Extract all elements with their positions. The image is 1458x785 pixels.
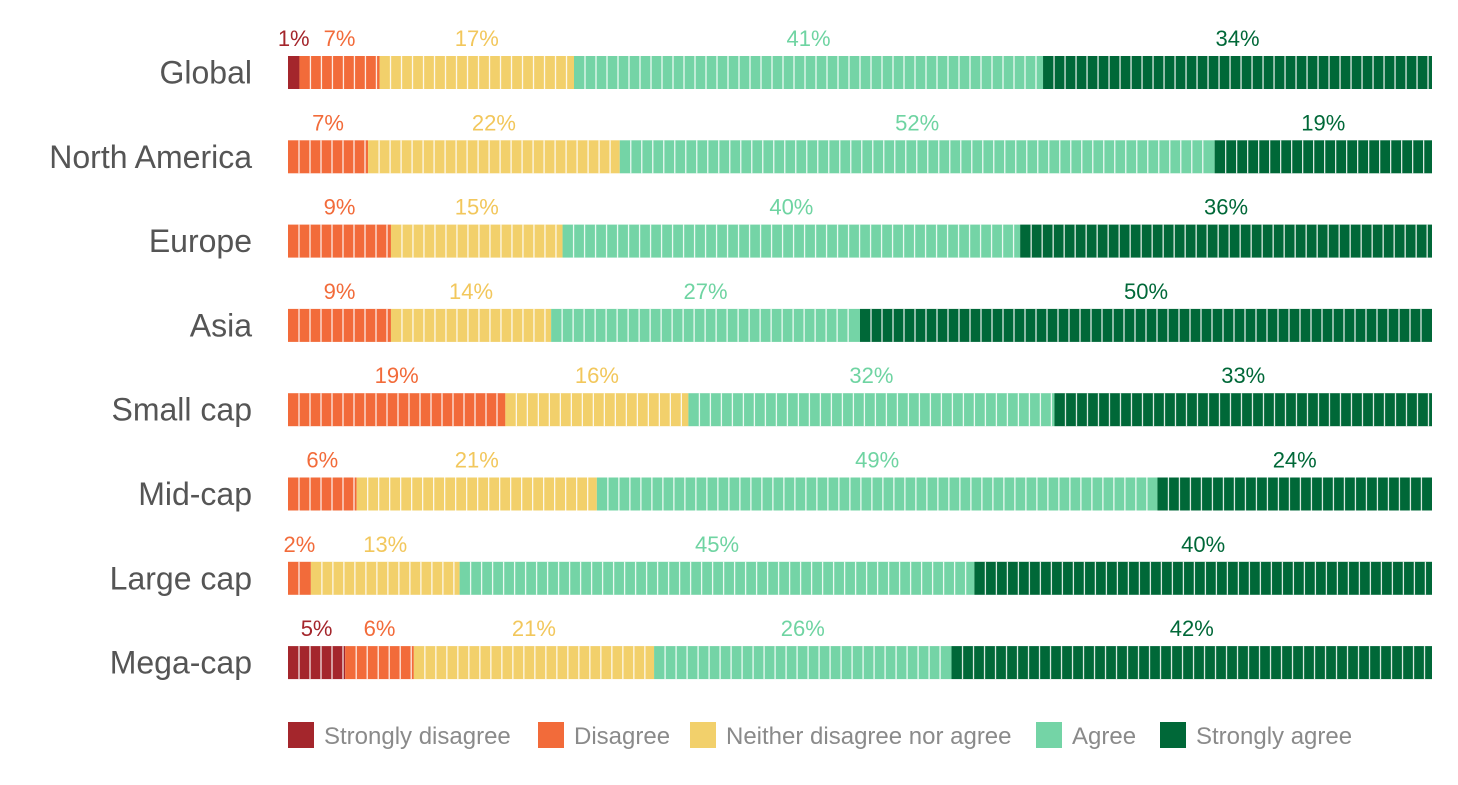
bar-segment-mid-cap-strongly-agree xyxy=(1157,477,1432,511)
bar-segment-asia-neither-disagree-nor-agree xyxy=(390,308,552,342)
bar-segment-mega-cap-strongly-agree xyxy=(951,646,1432,680)
bar-segment-mid-cap-neither-disagree-nor-agree xyxy=(356,477,597,511)
bar-segment-small-cap-strongly-agree xyxy=(1054,393,1432,427)
bar-segment-global-strongly-disagree xyxy=(288,56,300,89)
data-label-mid-cap-strongly-agree: 24% xyxy=(1273,448,1317,473)
category-label-north-america: North America xyxy=(49,139,252,175)
data-label-mega-cap-disagree: 6% xyxy=(364,616,396,641)
bar-segment-large-cap-agree xyxy=(459,561,975,595)
data-label-asia-strongly-agree: 50% xyxy=(1124,279,1168,304)
data-label-asia-disagree: 9% xyxy=(324,279,356,304)
bar-segment-small-cap-agree xyxy=(688,393,1055,427)
bar-segment-global-agree xyxy=(574,56,1044,89)
data-label-global-strongly-disagree: 1% xyxy=(278,26,310,51)
category-label-asia: Asia xyxy=(190,307,252,343)
bar-segment-north-america-agree xyxy=(619,140,1215,174)
bar-segment-mid-cap-agree xyxy=(596,477,1158,511)
data-label-small-cap-strongly-agree: 33% xyxy=(1221,363,1265,388)
data-label-europe-neither-disagree-nor-agree: 15% xyxy=(455,195,499,220)
legend-swatch-neither-disagree-nor-agree xyxy=(690,722,716,748)
bar-segment-large-cap-strongly-agree xyxy=(974,561,1432,595)
bar-segment-global-strongly-agree xyxy=(1043,56,1432,89)
data-label-mega-cap-strongly-agree: 42% xyxy=(1170,616,1214,641)
data-label-global-agree: 41% xyxy=(786,26,830,51)
legend-label-agree: Agree xyxy=(1072,723,1136,750)
legend-label-disagree: Disagree xyxy=(574,723,670,750)
data-label-mid-cap-agree: 49% xyxy=(855,448,899,473)
bar-segment-europe-disagree xyxy=(288,224,391,258)
data-label-mid-cap-neither-disagree-nor-agree: 21% xyxy=(455,448,499,473)
data-label-large-cap-disagree: 2% xyxy=(284,532,316,557)
bar-segment-europe-strongly-agree xyxy=(1020,224,1432,258)
bar-segment-global-neither-disagree-nor-agree xyxy=(379,56,574,89)
data-label-mid-cap-disagree: 6% xyxy=(306,448,338,473)
bar-segment-small-cap-neither-disagree-nor-agree xyxy=(505,393,689,427)
bar-segment-asia-strongly-agree xyxy=(860,308,1432,342)
category-label-small-cap: Small cap xyxy=(112,392,253,428)
bar-segment-mega-cap-agree xyxy=(654,646,952,680)
data-label-global-disagree: 7% xyxy=(324,26,356,51)
data-label-large-cap-strongly-agree: 40% xyxy=(1181,532,1225,557)
bar-segment-mega-cap-neither-disagree-nor-agree xyxy=(413,646,655,680)
data-label-europe-disagree: 9% xyxy=(324,195,356,220)
category-label-mega-cap: Mega-cap xyxy=(110,645,252,681)
bar-segment-north-america-strongly-agree xyxy=(1214,140,1432,174)
data-label-north-america-agree: 52% xyxy=(895,110,939,135)
data-label-global-neither-disagree-nor-agree: 17% xyxy=(455,26,499,51)
category-label-europe: Europe xyxy=(149,223,252,259)
data-label-north-america-strongly-agree: 19% xyxy=(1301,110,1345,135)
data-label-small-cap-disagree: 19% xyxy=(375,363,419,388)
bar-segment-europe-neither-disagree-nor-agree xyxy=(390,224,563,258)
category-label-global: Global xyxy=(160,55,253,91)
data-label-asia-agree: 27% xyxy=(684,279,728,304)
data-label-small-cap-neither-disagree-nor-agree: 16% xyxy=(575,363,619,388)
data-label-small-cap-agree: 32% xyxy=(849,363,893,388)
legend-label-neither-disagree-nor-agree: Neither disagree nor agree xyxy=(726,723,1012,750)
data-label-asia-neither-disagree-nor-agree: 14% xyxy=(449,279,493,304)
data-label-europe-strongly-agree: 36% xyxy=(1204,195,1248,220)
data-label-mega-cap-agree: 26% xyxy=(781,616,825,641)
bar-segment-asia-agree xyxy=(551,308,860,342)
data-label-large-cap-agree: 45% xyxy=(695,532,739,557)
category-label-mid-cap: Mid-cap xyxy=(138,476,252,512)
labels-layer: Global 1% 7% 17% 41% 34% North America 7% 22% 52%… xyxy=(49,26,1345,681)
bar-segment-large-cap-neither-disagree-nor-agree xyxy=(310,561,460,595)
bar-segment-small-cap-disagree xyxy=(288,393,506,427)
data-label-europe-agree: 40% xyxy=(769,195,813,220)
legend-swatch-disagree xyxy=(538,722,564,748)
bar-segment-mid-cap-disagree xyxy=(288,477,357,511)
legend-swatch-strongly-disagree xyxy=(288,722,314,748)
data-label-north-america-neither-disagree-nor-agree: 22% xyxy=(472,110,516,135)
bar-segment-mega-cap-disagree xyxy=(345,646,414,680)
bar-segment-asia-disagree xyxy=(288,308,391,342)
data-label-mega-cap-neither-disagree-nor-agree: 21% xyxy=(512,616,556,641)
bar-segment-north-america-neither-disagree-nor-agree xyxy=(368,140,620,174)
legend-label-strongly-agree: Strongly agree xyxy=(1196,723,1352,750)
bar-segment-mega-cap-strongly-disagree xyxy=(288,646,346,680)
bar-segment-north-america-disagree xyxy=(288,140,369,174)
legend-label-strongly-disagree: Strongly disagree xyxy=(324,723,511,750)
legend-swatch-agree xyxy=(1036,722,1062,748)
data-label-large-cap-neither-disagree-nor-agree: 13% xyxy=(363,532,407,557)
legend: Strongly disagree Disagree Neither disagre… xyxy=(288,722,1352,750)
bar-segment-large-cap-disagree xyxy=(288,561,311,595)
category-label-large-cap: Large cap xyxy=(110,560,252,596)
bar-segment-europe-agree xyxy=(562,224,1021,258)
bar-segment-global-disagree xyxy=(299,56,380,89)
data-label-north-america-disagree: 7% xyxy=(312,110,344,135)
data-label-mega-cap-strongly-disagree: 5% xyxy=(301,616,333,641)
bars-layer xyxy=(288,56,1432,680)
data-label-global-strongly-agree: 34% xyxy=(1215,26,1259,51)
legend-swatch-strongly-agree xyxy=(1160,722,1186,748)
